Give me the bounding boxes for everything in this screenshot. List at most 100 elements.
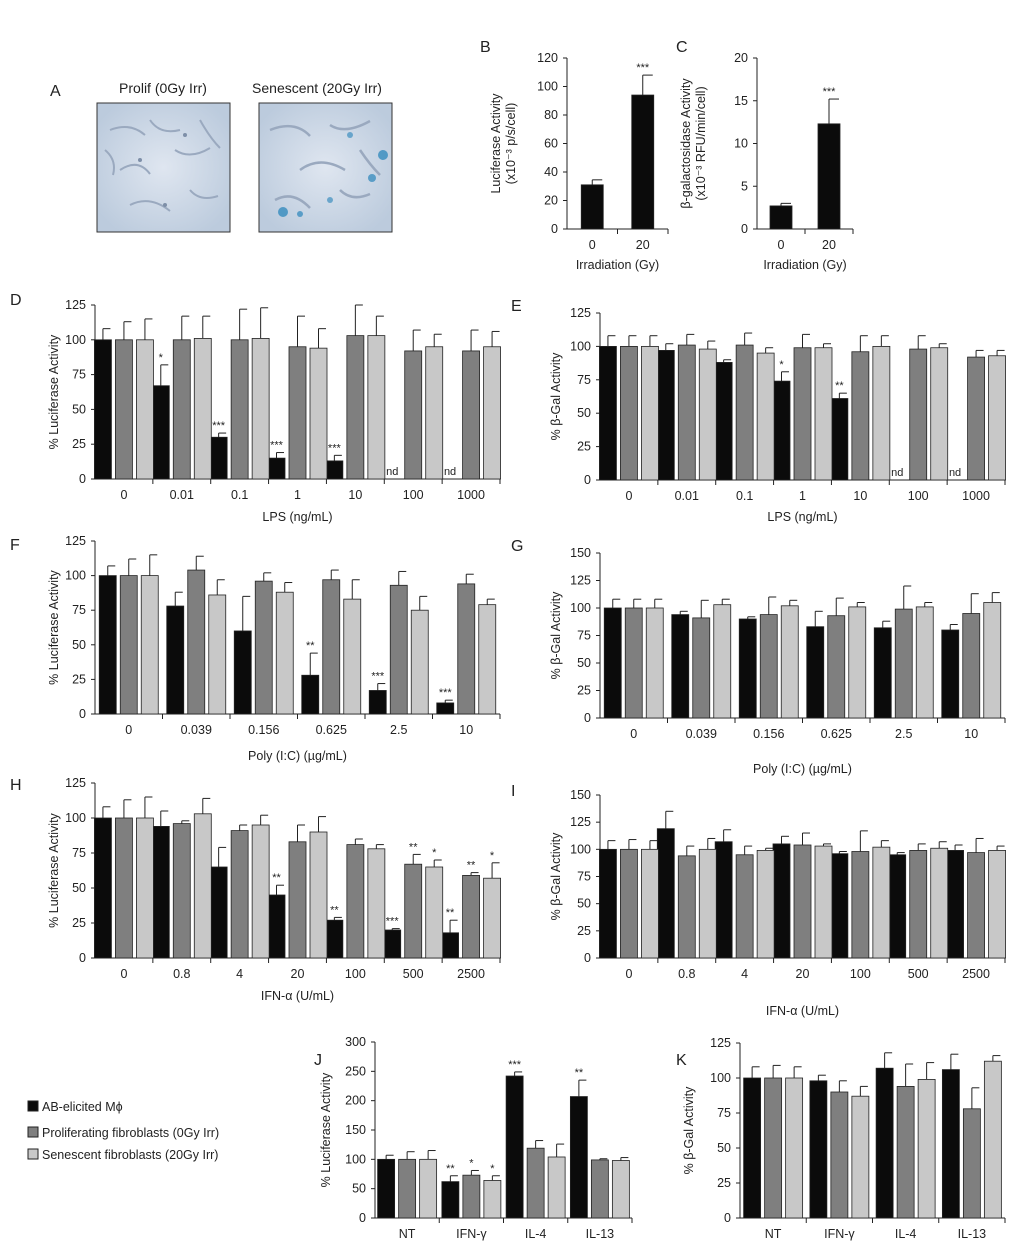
bar-k — [830, 1091, 849, 1219]
significance-label-h: ** — [467, 860, 476, 872]
y-tick-label-f: 25 — [72, 672, 86, 686]
bar-f — [254, 580, 273, 715]
significance-label-h: *** — [386, 916, 400, 928]
bar-i — [599, 848, 617, 959]
bar-g — [806, 626, 825, 719]
y-tick-label-k: 125 — [710, 1036, 731, 1050]
bar-i — [620, 848, 638, 959]
bar-g — [624, 607, 643, 719]
y-tick-label-j: 300 — [345, 1035, 366, 1049]
x-tick-label-k: IL-13 — [958, 1227, 987, 1241]
bar-d — [325, 460, 344, 480]
chart-panel-d: D 0 25 50 75 100 125 % Luciferase Activity 0 0.01… — [10, 292, 501, 524]
bar-f — [343, 598, 362, 715]
significance-label-b: *** — [636, 62, 650, 74]
y-tick-label-g: 0 — [584, 711, 591, 725]
bar-i — [677, 855, 696, 959]
bar-j — [419, 1158, 438, 1219]
micrograph-senescent — [258, 102, 393, 233]
bar-h — [193, 813, 212, 959]
bar-j — [483, 1180, 502, 1219]
bar-i — [888, 854, 907, 959]
significance-label-d: * — [159, 352, 164, 364]
panel-letter-e: E — [511, 298, 522, 315]
bar-j — [547, 1156, 566, 1219]
bar-g — [915, 606, 934, 719]
x-tick-label-d: 1000 — [457, 488, 485, 502]
bar-g — [873, 627, 892, 719]
panel-letter-c: C — [676, 39, 688, 56]
x-tick-label-e: 0.1 — [736, 489, 753, 503]
y-axis-title-h: % Luciferase Activity — [47, 812, 61, 927]
x-tick-label-b: 0 — [589, 238, 596, 252]
bar-f — [119, 575, 138, 715]
y-axis-title-i: % β-Gal Activity — [549, 832, 563, 921]
bar-g — [848, 606, 867, 719]
bar-i — [756, 850, 775, 959]
significance-label-h: ** — [446, 907, 455, 919]
bar-e — [851, 351, 870, 481]
bar-e — [988, 355, 1006, 481]
x-axis-title-h: IFN-α (U/mL) — [261, 989, 334, 1003]
x-tick-label-e: 0 — [625, 489, 632, 503]
y-tick-label-d: 100 — [65, 333, 86, 347]
y-tick-label-i: 25 — [577, 924, 591, 938]
panel-letter-a: A — [50, 83, 61, 100]
bar-k — [896, 1086, 915, 1219]
bar-g — [645, 607, 664, 719]
nd-label-e: nd — [891, 467, 903, 479]
y-tick-label-j: 50 — [352, 1182, 366, 1196]
x-axis-title-g: Poly (I:C) (µg/mL) — [753, 762, 852, 776]
bar-d — [425, 346, 444, 480]
bar-h — [325, 919, 344, 959]
bar-h — [346, 844, 365, 959]
bar-g — [671, 614, 690, 719]
legend-swatch-senescent — [27, 1148, 39, 1160]
bar-e — [698, 348, 717, 481]
chart-panel-g: G 0 25 50 75 100 125 150 % β-Gal Activity 0 0.039 0… — [511, 538, 1006, 776]
y-tick-label-g: 50 — [577, 656, 591, 670]
y-tick-label-i: 50 — [577, 897, 591, 911]
y-axis-title-b: Luciferase Activity — [489, 93, 503, 194]
micrograph-title-senescent: Senescent (20Gy Irr) — [252, 80, 382, 96]
bar-i — [872, 846, 891, 959]
y-tick-label-d: 50 — [72, 402, 86, 416]
x-tick-label-e: 1000 — [962, 489, 990, 503]
y-tick-label-b: 80 — [544, 108, 558, 122]
bar-e — [620, 345, 638, 481]
bar-e — [772, 380, 791, 481]
y-tick-label-b: 120 — [537, 51, 558, 65]
bar-d — [267, 457, 286, 480]
bar-k — [809, 1080, 828, 1219]
bar-d — [209, 436, 228, 480]
y-tick-label-j: 250 — [345, 1064, 366, 1078]
bar-h — [383, 929, 402, 959]
x-axis-title-b: Irradiation (Gy) — [576, 258, 659, 272]
bar-f — [98, 575, 117, 715]
bar-f — [233, 630, 252, 715]
bar-e — [930, 347, 949, 481]
bar-i — [793, 844, 812, 959]
panel-letter-b: B — [480, 39, 491, 56]
y-tick-label-k: 75 — [717, 1106, 731, 1120]
x-axis-title-e: LPS (ng/mL) — [767, 510, 837, 524]
bar-i — [735, 854, 754, 959]
significance-label-f: *** — [439, 687, 453, 699]
bar-e — [714, 362, 733, 481]
chart-panel-b: B 0 20 40 60 80 100 120 Luciferase Activity (x10⁻… — [480, 39, 669, 272]
bar-e — [967, 356, 985, 481]
bar-f — [187, 569, 206, 715]
y-tick-label-h: 25 — [72, 916, 86, 930]
bar-i — [698, 848, 717, 959]
bar-d — [230, 339, 249, 480]
bar-g — [962, 613, 981, 719]
y-tick-label-i: 150 — [570, 788, 591, 802]
chart-panel-k: K 0 25 50 75 100 125 % β-Gal Activity NT IFN-γ IL-… — [676, 1036, 1006, 1241]
bar-f — [478, 604, 497, 715]
x-tick-label-h: 500 — [403, 967, 424, 981]
x-tick-label-h: 100 — [345, 967, 366, 981]
chart-panel-c: C 0 5 10 15 20 β-galactosidase Activity (x10⁻³ … — [676, 39, 854, 272]
legend: AB-elicited Mϕ Proliferating fibroblasts… — [27, 1100, 219, 1162]
x-tick-label-h: 0 — [120, 967, 127, 981]
